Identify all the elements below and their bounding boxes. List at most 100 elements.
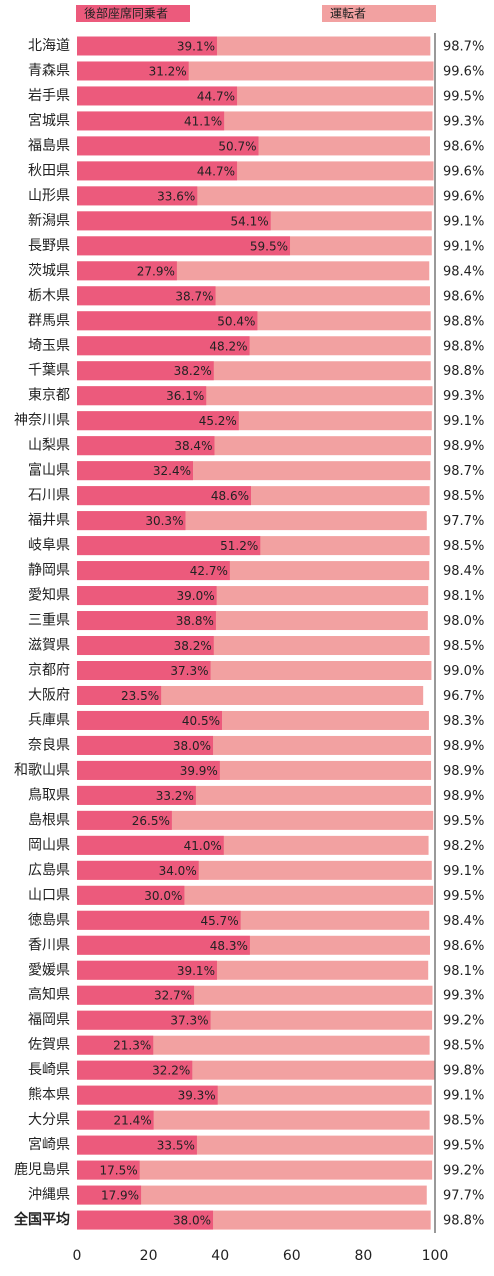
value-label: 48.6%	[211, 489, 249, 503]
value-label: 99.5%	[443, 89, 484, 104]
value-label: 42.7%	[190, 564, 228, 578]
value-label: 30.3%	[145, 514, 183, 528]
value-label: 50.7%	[218, 139, 256, 153]
category-label: 富山県	[28, 462, 70, 479]
value-label: 32.7%	[154, 989, 192, 1003]
bar	[77, 61, 189, 81]
bar	[77, 636, 214, 656]
value-label: 98.3%	[443, 714, 484, 729]
legend-label: 後部座席同乗者	[84, 6, 168, 21]
bar	[77, 161, 238, 181]
bar	[77, 1110, 430, 1130]
value-label: 98.5%	[443, 639, 484, 654]
category-label: 奈良県	[28, 737, 70, 753]
x-tick-label: 0	[73, 1248, 82, 1264]
category-label: 佐賀県	[28, 1037, 70, 1053]
category-label: 秋田県	[28, 163, 70, 179]
bar	[77, 1035, 430, 1055]
bar	[77, 661, 211, 680]
category-label: 石川県	[28, 488, 70, 504]
value-label: 38.0%	[173, 739, 211, 753]
category-label: 熊本県	[28, 1087, 70, 1103]
value-label: 21.3%	[113, 1039, 151, 1053]
bar	[77, 835, 224, 855]
value-label: 38.4%	[174, 439, 212, 453]
category-label: 福島県	[28, 138, 70, 154]
bar	[77, 311, 258, 331]
value-label: 99.1%	[443, 214, 484, 229]
legend-swatch	[76, 5, 190, 22]
category-label: 大阪府	[28, 687, 70, 703]
category-label: 山梨県	[28, 438, 70, 454]
x-tick-label: 100	[422, 1248, 449, 1264]
category-label: 静岡県	[28, 563, 70, 579]
value-label: 98.6%	[443, 139, 484, 154]
category-label: 青森県	[28, 63, 70, 79]
category-label: 山形県	[28, 188, 70, 204]
category-label: 福井県	[28, 513, 70, 529]
value-label: 98.5%	[443, 1114, 484, 1129]
category-label: 岐阜県	[28, 537, 70, 554]
value-label: 23.5%	[121, 689, 159, 703]
value-label: 99.6%	[443, 189, 484, 204]
category-label: 宮城県	[28, 113, 70, 129]
bar	[77, 186, 198, 206]
category-label: 群馬県	[28, 313, 70, 329]
value-label: 98.4%	[443, 914, 484, 929]
bar	[77, 211, 271, 231]
value-label: 98.4%	[443, 564, 484, 579]
bar	[77, 710, 222, 730]
category-label: 鹿児島県	[14, 1161, 70, 1178]
category-label: 大分県	[28, 1112, 70, 1128]
value-label: 31.2%	[149, 64, 187, 78]
bar	[77, 236, 291, 256]
bar	[77, 960, 217, 980]
category-label: 鳥取県	[28, 787, 70, 803]
bar	[77, 1210, 214, 1230]
value-label: 98.8%	[443, 364, 484, 379]
value-label: 99.5%	[443, 1139, 484, 1154]
bar	[77, 336, 250, 356]
bar	[77, 461, 193, 481]
bar	[77, 611, 216, 631]
value-label: 98.5%	[443, 489, 484, 504]
value-label: 98.5%	[443, 1039, 484, 1054]
bar	[77, 1160, 140, 1180]
category-label: 兵庫県	[28, 711, 70, 728]
value-label: 54.1%	[231, 214, 269, 228]
value-label: 39.1%	[177, 40, 215, 54]
bar	[77, 1160, 433, 1180]
value-label: 99.6%	[443, 64, 484, 79]
value-label: 98.1%	[443, 964, 484, 979]
bar	[77, 1085, 218, 1105]
category-label: 岡山県	[28, 837, 70, 853]
bar	[77, 985, 195, 1005]
bar	[77, 1010, 211, 1030]
value-label: 98.5%	[443, 539, 484, 554]
bar	[77, 436, 215, 456]
value-label: 99.5%	[443, 814, 484, 829]
category-label: 東京都	[28, 388, 70, 404]
bar	[77, 1060, 193, 1080]
category-label: 三重県	[28, 613, 70, 629]
value-label: 30.0%	[144, 889, 182, 903]
value-label: 96.7%	[443, 689, 484, 704]
bar	[77, 685, 162, 705]
legend-label: 運転者	[330, 7, 366, 21]
x-tick-label: 80	[354, 1248, 372, 1264]
value-label: 41.1%	[184, 114, 222, 128]
value-label: 99.3%	[443, 114, 484, 129]
value-label: 38.2%	[174, 639, 212, 653]
category-label: 和歌山県	[14, 762, 70, 778]
bar	[77, 86, 238, 106]
value-label: 39.0%	[176, 589, 214, 603]
value-label: 26.5%	[132, 814, 170, 828]
bar	[77, 860, 199, 880]
value-label: 98.9%	[443, 789, 484, 804]
bar	[77, 760, 220, 780]
category-label: 新潟県	[28, 213, 70, 229]
value-label: 99.0%	[443, 664, 484, 679]
value-label: 59.5%	[250, 239, 288, 253]
bar	[77, 1110, 154, 1130]
